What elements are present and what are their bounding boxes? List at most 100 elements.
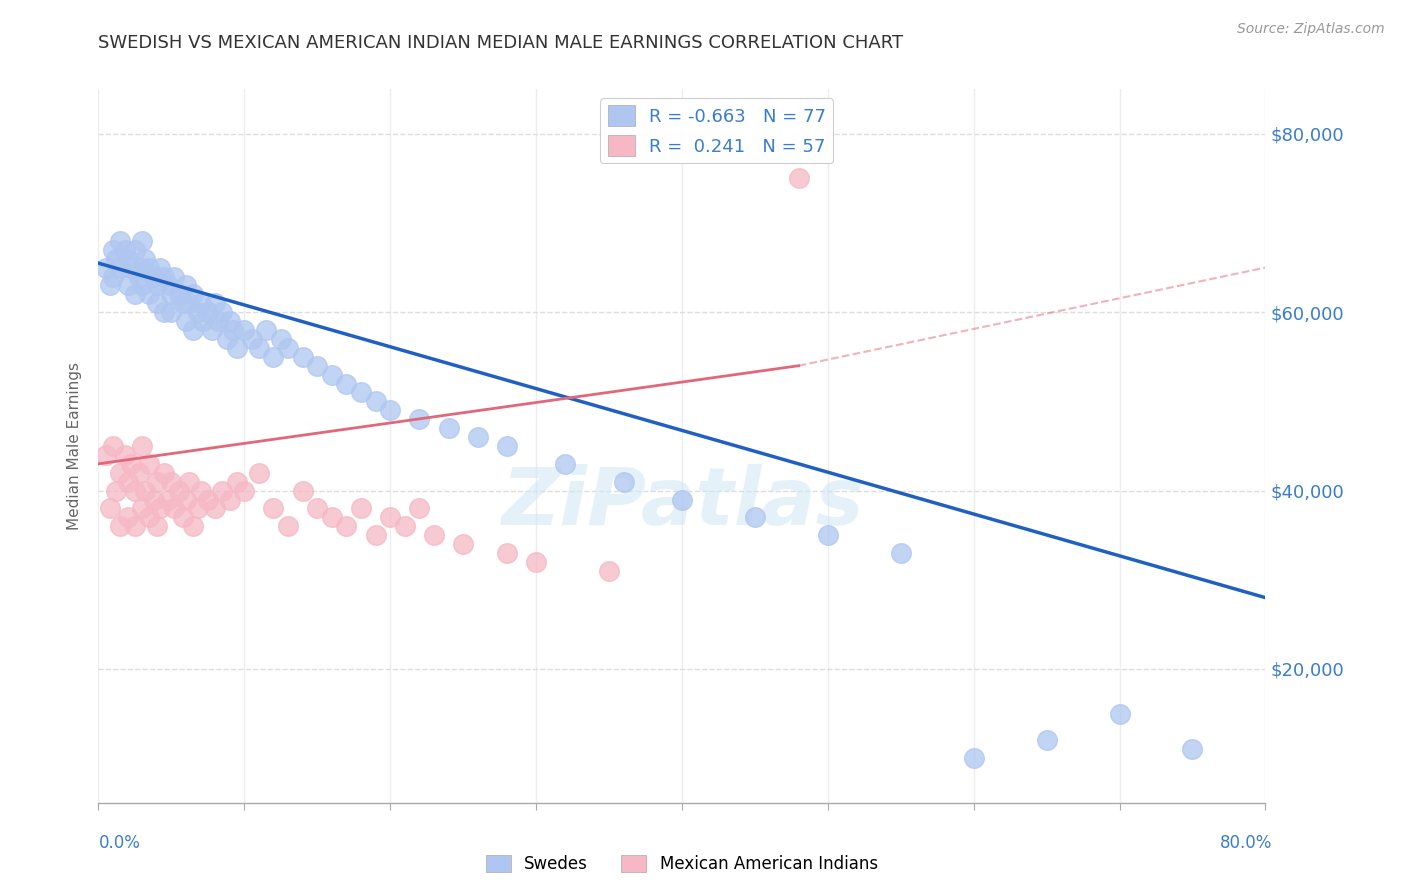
Point xyxy=(124,287,146,301)
Point xyxy=(128,269,150,284)
Point xyxy=(187,305,209,319)
Point xyxy=(890,546,912,560)
Point xyxy=(335,376,357,391)
Point xyxy=(110,260,132,275)
Point xyxy=(142,269,165,284)
Point xyxy=(495,439,517,453)
Point xyxy=(321,510,343,524)
Point xyxy=(131,260,153,275)
Point xyxy=(247,466,270,480)
Point xyxy=(174,278,197,293)
Point xyxy=(131,234,153,248)
Point xyxy=(204,296,226,310)
Point xyxy=(307,501,329,516)
Point xyxy=(160,475,183,489)
Point xyxy=(291,350,314,364)
Point xyxy=(612,475,634,489)
Point xyxy=(131,439,153,453)
Point xyxy=(117,510,139,524)
Point xyxy=(495,546,517,560)
Point xyxy=(817,528,839,542)
Point xyxy=(233,483,256,498)
Point xyxy=(138,457,160,471)
Point xyxy=(1035,733,1057,747)
Text: 0.0%: 0.0% xyxy=(98,834,141,852)
Point xyxy=(335,519,357,533)
Point xyxy=(467,430,489,444)
Point xyxy=(262,501,284,516)
Point xyxy=(350,385,373,400)
Point xyxy=(451,537,474,551)
Point xyxy=(124,483,146,498)
Point xyxy=(350,501,373,516)
Point xyxy=(423,528,446,542)
Point xyxy=(131,278,153,293)
Point xyxy=(138,260,160,275)
Point xyxy=(153,466,176,480)
Point xyxy=(437,421,460,435)
Point xyxy=(181,287,204,301)
Point xyxy=(177,296,200,310)
Point xyxy=(197,305,219,319)
Point xyxy=(94,260,117,275)
Point xyxy=(138,287,160,301)
Point xyxy=(190,296,212,310)
Point xyxy=(364,528,387,542)
Point xyxy=(524,555,547,569)
Point xyxy=(110,466,132,480)
Point xyxy=(177,475,200,489)
Point xyxy=(187,501,209,516)
Point xyxy=(167,483,190,498)
Point xyxy=(408,501,430,516)
Point xyxy=(262,350,284,364)
Point xyxy=(1108,706,1130,721)
Point xyxy=(787,171,810,186)
Point xyxy=(247,341,270,355)
Point xyxy=(270,332,292,346)
Point xyxy=(153,305,176,319)
Point xyxy=(146,296,169,310)
Point xyxy=(174,492,197,507)
Point xyxy=(146,475,169,489)
Point xyxy=(211,483,233,498)
Point xyxy=(744,510,766,524)
Point xyxy=(94,448,117,462)
Point xyxy=(193,314,215,328)
Point xyxy=(201,323,224,337)
Point xyxy=(181,323,204,337)
Point xyxy=(240,332,263,346)
Point xyxy=(114,448,136,462)
Point xyxy=(124,519,146,533)
Point xyxy=(226,475,249,489)
Point xyxy=(962,751,984,765)
Point xyxy=(172,510,194,524)
Point xyxy=(101,269,124,284)
Point xyxy=(197,492,219,507)
Point xyxy=(598,564,620,578)
Point xyxy=(172,296,194,310)
Text: 80.0%: 80.0% xyxy=(1220,834,1272,852)
Text: Source: ZipAtlas.com: Source: ZipAtlas.com xyxy=(1237,22,1385,37)
Point xyxy=(110,519,132,533)
Point xyxy=(101,243,124,257)
Point xyxy=(277,519,299,533)
Point xyxy=(117,475,139,489)
Point xyxy=(157,492,180,507)
Point xyxy=(221,323,243,337)
Point xyxy=(218,314,240,328)
Point xyxy=(174,314,197,328)
Point xyxy=(110,234,132,248)
Point xyxy=(190,483,212,498)
Point xyxy=(671,492,693,507)
Point xyxy=(157,278,180,293)
Point xyxy=(117,278,139,293)
Point xyxy=(149,260,172,275)
Point xyxy=(117,252,139,266)
Point xyxy=(378,403,402,417)
Point xyxy=(104,252,127,266)
Point xyxy=(163,501,186,516)
Point xyxy=(101,439,124,453)
Point xyxy=(1181,742,1204,756)
Point xyxy=(204,501,226,516)
Point xyxy=(160,287,183,301)
